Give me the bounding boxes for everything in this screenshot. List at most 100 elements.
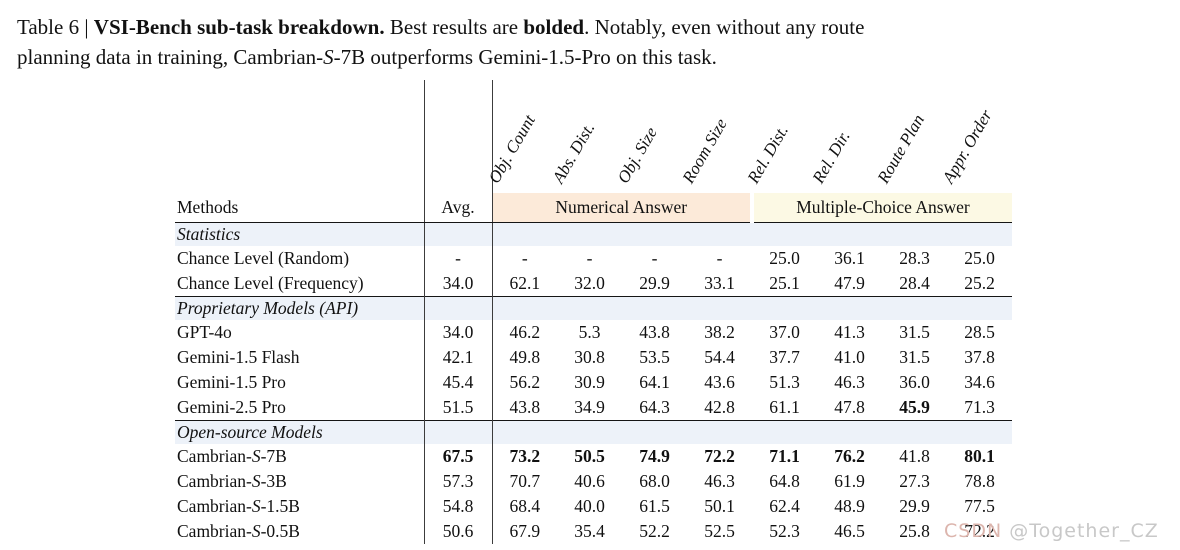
section-label: Open-source Models: [175, 419, 425, 444]
metric-value: 25.8: [899, 521, 930, 541]
metric-value: 74.9: [639, 446, 670, 466]
metric-value: 52.3: [769, 521, 800, 541]
metric-value: 50.5: [574, 446, 605, 466]
metric-value: 52.2: [639, 521, 670, 541]
metric-value: 80.1: [964, 446, 995, 466]
col-header-appr-order: Appr. Order: [939, 80, 1012, 193]
col-header-obj-size: Obj. Size: [614, 80, 687, 193]
metric-value: -: [651, 248, 658, 268]
method-name-segment: Cambrian-: [177, 446, 252, 466]
method-name: Chance Level (Frequency): [175, 271, 425, 296]
method-name: Chance Level (Random): [175, 246, 425, 271]
section-data-spacer: [492, 419, 1012, 444]
section-label: Statistics: [175, 221, 425, 246]
metric-value: 33.1: [704, 272, 735, 293]
section-row: Open-source Models: [175, 419, 1012, 444]
col-header-obj-count: Obj. Count: [484, 80, 557, 193]
metric-value: 28.5: [964, 322, 995, 342]
metric-value: 68.0: [639, 471, 670, 491]
table-row: Gemini-2.5 Pro 51.5 43.8 34.9 64.3 42.8 61.1 47…: [175, 395, 1012, 420]
metric-value: -: [521, 248, 528, 268]
col-header-rel-dist: Rel. Dist.: [744, 80, 817, 193]
table-row: Chance Level (Frequency) 34.0 62.1 32.0 29.9…: [175, 271, 1012, 296]
avg-value: 57.3: [424, 469, 493, 494]
metric-value: 77.5: [964, 496, 995, 516]
table-header: Obj. Count Abs. Dist. Obj. Size Room Siz…: [175, 80, 1012, 223]
metric-value: 32.0: [574, 272, 605, 293]
method-name: GPT-4o: [175, 320, 425, 345]
col-header-route-plan: Route Plan: [874, 80, 947, 193]
avg-value: 67.5: [424, 444, 493, 469]
metric-value: 31.5: [899, 322, 930, 342]
metric-value: 76.2: [834, 446, 865, 466]
metric-value: 28.4: [899, 272, 930, 293]
metric-value: 72.2: [704, 446, 735, 466]
metric-value: 35.4: [574, 521, 605, 541]
col-header-room-size-label: Room Size: [678, 115, 731, 187]
section-data-spacer: [492, 221, 1012, 246]
metric-value: 25.0: [964, 248, 995, 268]
method-name: Cambrian-S-3B: [175, 469, 425, 494]
avg-value: 34.0: [424, 320, 493, 345]
metric-value: 29.9: [899, 496, 930, 516]
table-row: Cambrian-S-1.5B 54.8 68.4 40.0 61.5 50.1 62.4 4…: [175, 494, 1012, 519]
metric-value: 72.2: [964, 521, 995, 541]
metric-value: 61.1: [769, 396, 800, 417]
metric-value: 68.4: [509, 496, 541, 516]
table-row: Cambrian-S-3B 57.3 70.7 40.6 68.0 46.3 64.8 61.…: [175, 469, 1012, 494]
metric-value: 41.3: [834, 322, 865, 342]
metric-value: 31.5: [899, 347, 930, 367]
method-name-segment: S: [251, 446, 261, 466]
metric-value: 62.4: [769, 496, 800, 516]
caption-segment: . Notably, even without any route: [584, 15, 865, 39]
metric-value: 73.2: [509, 446, 541, 466]
avg-value: -: [424, 246, 493, 271]
avg-value: 51.5: [424, 395, 493, 420]
metric-value: 25.0: [769, 248, 800, 268]
metric-value: 61.5: [639, 496, 670, 516]
metric-value: 42.8: [704, 396, 735, 417]
metric-value: 47.9: [834, 272, 865, 293]
table-row: Chance Level (Random) - - - - - 25.0 36.1 28.3 25…: [175, 246, 1012, 271]
section-row: Statistics: [175, 221, 1012, 246]
section-avg-spacer: [424, 221, 493, 246]
table-body: Statistics Chance Level (Random) - - - - - 25.0…: [175, 221, 1012, 544]
method-name: Cambrian-S-1.5B: [175, 494, 425, 519]
rotated-header-spacer-avg: [424, 80, 493, 193]
metric-value: 54.4: [704, 347, 735, 367]
col-header-room-size: Room Size: [679, 80, 752, 193]
metric-value: 64.3: [639, 396, 670, 417]
section-avg-spacer: [424, 295, 493, 320]
avg-value: 50.6: [424, 519, 493, 544]
metric-value: 38.2: [704, 322, 735, 342]
metric-value: 43.6: [704, 372, 735, 392]
metric-value: 43.8: [509, 396, 541, 417]
metric-value: 25.1: [769, 272, 800, 293]
metric-value: 52.5: [704, 521, 735, 541]
col-header-abs-dist: Abs. Dist.: [549, 80, 622, 193]
method-name-segment: Cambrian-: [177, 471, 252, 491]
col-header-rel-dist-label: Rel. Dist.: [743, 121, 793, 187]
method-name-segment: Gemini-2.5 Pro: [177, 396, 286, 417]
metric-value: 29.9: [639, 272, 670, 293]
method-name-segment: -3B: [260, 471, 287, 491]
metric-value: 71.3: [964, 396, 995, 417]
metric-value: 48.9: [834, 496, 865, 516]
col-header-rel-dir: Rel. Dir.: [809, 80, 882, 193]
metric-value: 30.9: [574, 372, 605, 392]
table-row: Cambrian-S-7B 67.5 73.2 50.5 74.9 72.2 71.1 76.…: [175, 444, 1012, 469]
metric-value: 36.0: [899, 372, 930, 392]
metric-value: 45.9: [899, 396, 930, 417]
col-header-abs-dist-label: Abs. Dist.: [548, 119, 599, 187]
metric-value: 64.8: [769, 471, 800, 491]
table-row: Gemini-1.5 Flash 42.1 49.8 30.8 53.5 54.4 37.7…: [175, 345, 1012, 370]
method-name: Gemini-1.5 Flash: [175, 345, 425, 370]
method-name-segment: Chance Level (Random): [177, 248, 350, 268]
method-name-segment: Gemini-1.5 Pro: [177, 372, 286, 392]
method-name-segment: -7B: [260, 446, 287, 466]
metric-value: 37.7: [769, 347, 800, 367]
metric-value: 5.3: [578, 322, 601, 342]
table-row: GPT-4o 34.0 46.2 5.3 43.8 38.2 37.0 41.3 31.5 28.…: [175, 320, 1012, 345]
avg-column-header: Avg.: [424, 193, 493, 223]
group-header-numerical-answer: Numerical Answer: [492, 193, 752, 223]
